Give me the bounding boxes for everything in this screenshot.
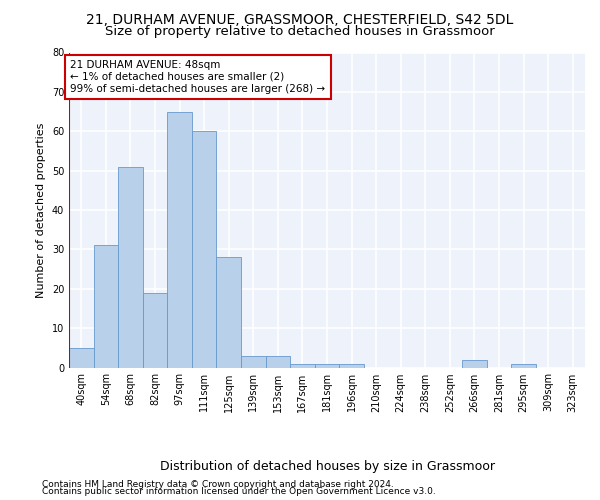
Bar [339, 364, 364, 368]
Bar [217, 257, 241, 368]
Bar [266, 356, 290, 368]
Bar [315, 364, 339, 368]
Bar [511, 364, 536, 368]
Bar [94, 246, 118, 368]
Text: Size of property relative to detached houses in Grassmoor: Size of property relative to detached ho… [105, 25, 495, 38]
Bar [167, 112, 192, 368]
Text: Contains HM Land Registry data © Crown copyright and database right 2024.: Contains HM Land Registry data © Crown c… [42, 480, 394, 489]
Bar [143, 292, 167, 368]
X-axis label: Distribution of detached houses by size in Grassmoor: Distribution of detached houses by size … [160, 460, 494, 473]
Bar [462, 360, 487, 368]
Bar [69, 348, 94, 368]
Y-axis label: Number of detached properties: Number of detached properties [36, 122, 46, 298]
Text: Contains public sector information licensed under the Open Government Licence v3: Contains public sector information licen… [42, 487, 436, 496]
Text: 21, DURHAM AVENUE, GRASSMOOR, CHESTERFIELD, S42 5DL: 21, DURHAM AVENUE, GRASSMOOR, CHESTERFIE… [86, 12, 514, 26]
Bar [118, 166, 143, 368]
Bar [241, 356, 266, 368]
Bar [192, 131, 217, 368]
Bar [290, 364, 315, 368]
Text: 21 DURHAM AVENUE: 48sqm
← 1% of detached houses are smaller (2)
99% of semi-deta: 21 DURHAM AVENUE: 48sqm ← 1% of detached… [70, 60, 325, 94]
